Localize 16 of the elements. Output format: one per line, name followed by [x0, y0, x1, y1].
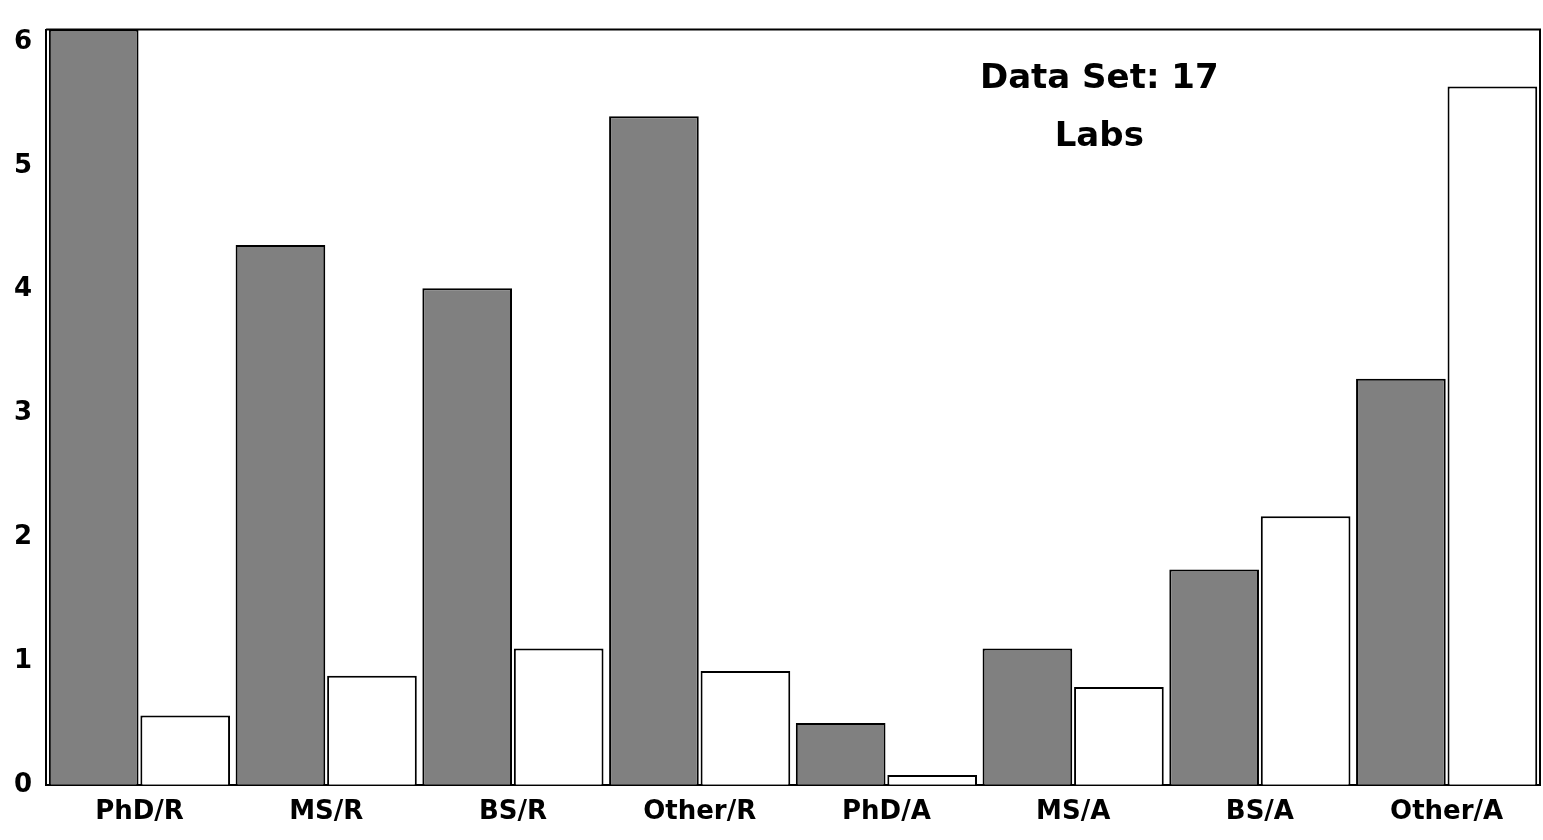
- y-tick-label: 3: [14, 396, 33, 427]
- x-tick-label: MS/A: [1036, 795, 1111, 826]
- x-tick-label: PhD/A: [842, 795, 931, 826]
- x-tick-label: MS/R: [289, 795, 364, 826]
- y-tick-label: 1: [14, 643, 33, 674]
- y-tick-label: 5: [14, 148, 33, 179]
- y-tick-label: 0: [14, 767, 33, 798]
- x-tick-label: PhD/R: [95, 795, 184, 826]
- y-tick-label: 2: [14, 519, 33, 550]
- x-tick-label: BS/A: [1225, 795, 1294, 826]
- annotation: Data Set: 17 Labs: [979, 56, 1219, 155]
- x-tick-label: Other/A: [1390, 795, 1504, 826]
- y-tick-label: 4: [14, 272, 33, 303]
- y-tick-label: 6: [14, 24, 33, 55]
- x-tick-label: BS/R: [478, 795, 547, 826]
- x-tick-label: Other/R: [643, 795, 757, 826]
